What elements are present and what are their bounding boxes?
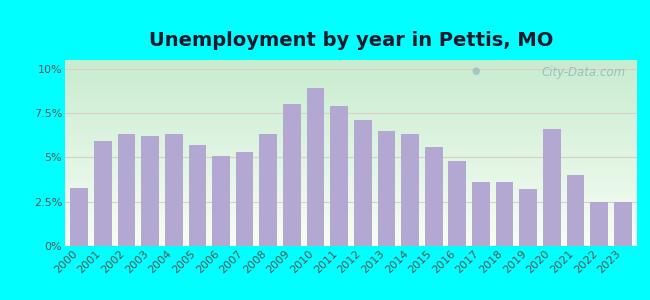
Title: Unemployment by year in Pettis, MO: Unemployment by year in Pettis, MO <box>149 31 553 50</box>
Bar <box>259 134 277 246</box>
Bar <box>165 134 183 246</box>
Bar <box>307 88 324 246</box>
Bar <box>236 152 254 246</box>
Bar <box>70 188 88 246</box>
Bar <box>496 182 514 246</box>
Bar <box>543 129 561 246</box>
Bar <box>188 145 206 246</box>
Bar <box>330 106 348 246</box>
Bar <box>519 189 537 246</box>
Bar <box>212 156 230 246</box>
Bar <box>378 131 395 246</box>
Text: City-Data.com: City-Data.com <box>541 66 625 79</box>
Bar <box>354 120 372 246</box>
Bar <box>283 104 301 246</box>
Bar <box>425 147 443 246</box>
Bar <box>590 202 608 246</box>
Text: ●: ● <box>471 66 480 76</box>
Bar <box>614 202 632 246</box>
Bar <box>448 161 466 246</box>
Bar <box>94 142 112 246</box>
Bar <box>472 182 490 246</box>
Bar <box>401 134 419 246</box>
Bar <box>141 136 159 246</box>
Bar <box>118 134 135 246</box>
Bar <box>567 175 584 246</box>
